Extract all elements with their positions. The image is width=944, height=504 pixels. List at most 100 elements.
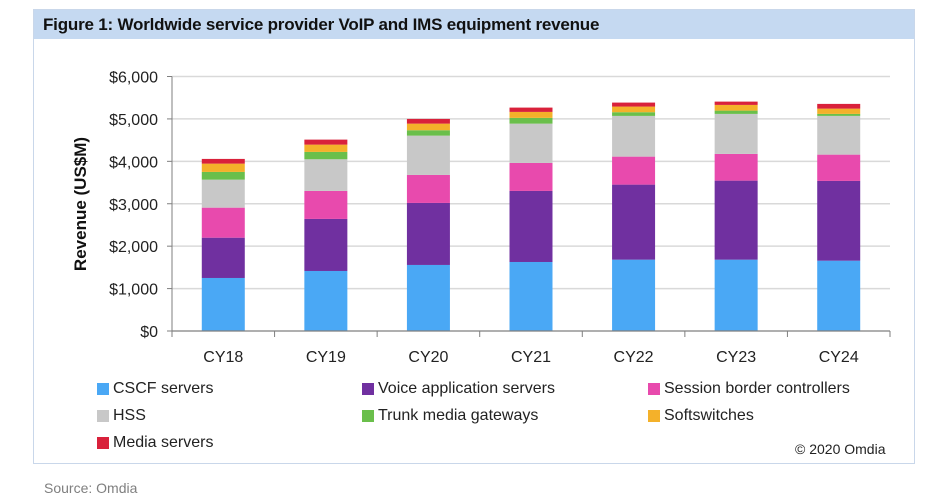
x-axis-tick-labels: CY18 CY19 CY20 CY21 CY22 CY23 CY24 xyxy=(203,349,859,366)
bar-segment-trunk-media-gateways xyxy=(406,130,450,136)
bar-stack-cy18 xyxy=(201,158,245,331)
x-tick-label: CY23 xyxy=(716,349,756,366)
x-tick-label: CY18 xyxy=(203,349,243,366)
bar-segment-session-border-controllers xyxy=(201,207,245,238)
bar-segment-hss xyxy=(304,159,348,191)
bar-segment-media-servers xyxy=(612,102,656,107)
bar-segment-media-servers xyxy=(714,101,758,105)
bar-segment-cscf-servers xyxy=(304,270,348,331)
bar-segment-hss xyxy=(509,123,553,163)
legend-label: Media servers xyxy=(113,434,214,451)
legend-swatch xyxy=(97,383,109,395)
y-axis-tick-labels: $0 $1,000 $2,000 $3,000 $4,000 $5,000 $6,000 xyxy=(109,70,158,342)
y-axis-title: Revenue (US$M) xyxy=(71,137,90,271)
legend-item-cscf-servers: CSCF servers xyxy=(97,380,213,398)
y-tick-label: $0 xyxy=(140,324,158,341)
y-tick-label: $1,000 xyxy=(109,282,158,299)
x-tick-label: CY24 xyxy=(819,349,859,366)
bar-segment-softswitches xyxy=(612,106,656,113)
figure-title-bar: Figure 1: Worldwide service provider VoI… xyxy=(34,10,914,39)
bar-segment-voice-application-servers xyxy=(817,180,861,261)
bar-segment-voice-application-servers xyxy=(201,237,245,278)
y-tick-label: $2,000 xyxy=(109,239,158,256)
figure-title: Figure 1: Worldwide service provider VoI… xyxy=(43,15,600,34)
bar-segment-voice-application-servers xyxy=(304,218,348,271)
bar-segment-session-border-controllers xyxy=(509,162,553,191)
y-tick-label: $5,000 xyxy=(109,112,158,129)
bar-stack-cy19 xyxy=(304,139,348,331)
bar-segment-media-servers xyxy=(509,107,553,112)
legend-item-softswitches: Softswitches xyxy=(648,407,754,425)
bar-segment-softswitches xyxy=(509,111,553,118)
bar-segment-hss xyxy=(201,179,245,208)
bar-segment-hss xyxy=(817,115,861,155)
bar-segment-session-border-controllers xyxy=(714,153,758,181)
bar-segment-softswitches xyxy=(714,104,758,111)
x-tick-label: CY19 xyxy=(306,349,346,366)
legend-item-voice-application-servers: Voice application servers xyxy=(362,380,555,398)
axes xyxy=(171,76,891,337)
bar-segment-softswitches xyxy=(201,163,245,172)
y-tick-label: $6,000 xyxy=(109,70,158,87)
x-tick-label: CY21 xyxy=(511,349,551,366)
bar-segment-trunk-media-gateways xyxy=(817,113,861,116)
bar-segment-media-servers xyxy=(817,103,861,109)
legend-swatch xyxy=(97,437,109,449)
bar-segment-voice-application-servers xyxy=(714,180,758,260)
bar-segment-cscf-servers xyxy=(817,260,861,331)
y-tick-label: $4,000 xyxy=(109,154,158,171)
legend-label: Session border controllers xyxy=(664,380,850,397)
bar-segment-trunk-media-gateways xyxy=(612,112,656,116)
legend-label: Trunk media gateways xyxy=(378,407,539,424)
source-note: Source: Omdia xyxy=(44,480,138,496)
bar-segment-cscf-servers xyxy=(406,264,450,331)
legend-label: HSS xyxy=(113,407,146,424)
bar-stack-cy22 xyxy=(612,102,656,331)
x-tick-label: CY20 xyxy=(408,349,448,366)
legend-item-hss: HSS xyxy=(97,407,146,425)
bar-stack-cy24 xyxy=(817,103,861,331)
legend-item-trunk-media-gateways: Trunk media gateways xyxy=(362,407,538,425)
bar-segment-media-servers xyxy=(201,158,245,164)
bar-segment-trunk-media-gateways xyxy=(509,117,553,124)
legend-swatch xyxy=(648,383,660,395)
bar-segment-hss xyxy=(612,115,656,157)
bar-segment-session-border-controllers xyxy=(406,174,450,203)
legend-label: CSCF servers xyxy=(113,380,214,397)
bar-segment-softswitches xyxy=(817,108,861,114)
bar-segment-hss xyxy=(406,135,450,175)
y-tick-label: $3,000 xyxy=(109,197,158,214)
copyright-notice: © 2020 Omdia xyxy=(795,441,886,457)
legend-swatch xyxy=(648,410,660,422)
bar-segment-voice-application-servers xyxy=(612,184,656,260)
bar-segment-media-servers xyxy=(304,139,348,145)
bar-segment-session-border-controllers xyxy=(304,190,348,219)
x-tick-label: CY22 xyxy=(614,349,654,366)
bar-segment-session-border-controllers xyxy=(612,156,656,185)
bar-segment-session-border-controllers xyxy=(817,154,861,181)
bar-segment-cscf-servers xyxy=(714,259,758,331)
bar-segment-trunk-media-gateways xyxy=(201,171,245,180)
bar-segment-softswitches xyxy=(304,144,348,152)
legend-swatch xyxy=(362,410,374,422)
figure-frame: Figure 1: Worldwide service provider VoI… xyxy=(33,9,915,464)
bar-segment-voice-application-servers xyxy=(406,202,450,265)
bar-stack-cy21 xyxy=(509,107,553,331)
bar-segment-cscf-servers xyxy=(201,277,245,331)
legend-item-media-servers: Media servers xyxy=(97,434,213,452)
bars xyxy=(201,101,861,331)
bar-stack-cy23 xyxy=(714,101,758,331)
bar-segment-cscf-servers xyxy=(509,261,553,331)
bar-segment-cscf-servers xyxy=(612,259,656,331)
legend-label: Voice application servers xyxy=(378,380,555,397)
bar-segment-softswitches xyxy=(406,123,450,131)
bar-stack-cy20 xyxy=(406,118,450,331)
bar-segment-media-servers xyxy=(406,118,450,124)
legend-item-session-border-controllers: Session border controllers xyxy=(648,380,850,398)
bar-segment-trunk-media-gateways xyxy=(714,110,758,114)
legend-swatch xyxy=(362,383,374,395)
legend-swatch xyxy=(97,410,109,422)
bar-segment-voice-application-servers xyxy=(509,190,553,262)
bar-segment-hss xyxy=(714,113,758,154)
